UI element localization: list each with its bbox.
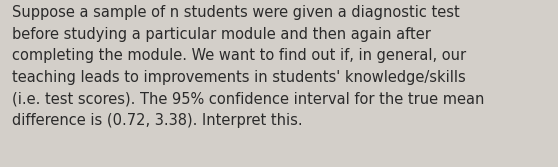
Text: Suppose a sample of n students were given a diagnostic test
before studying a pa: Suppose a sample of n students were give… [12,5,485,128]
